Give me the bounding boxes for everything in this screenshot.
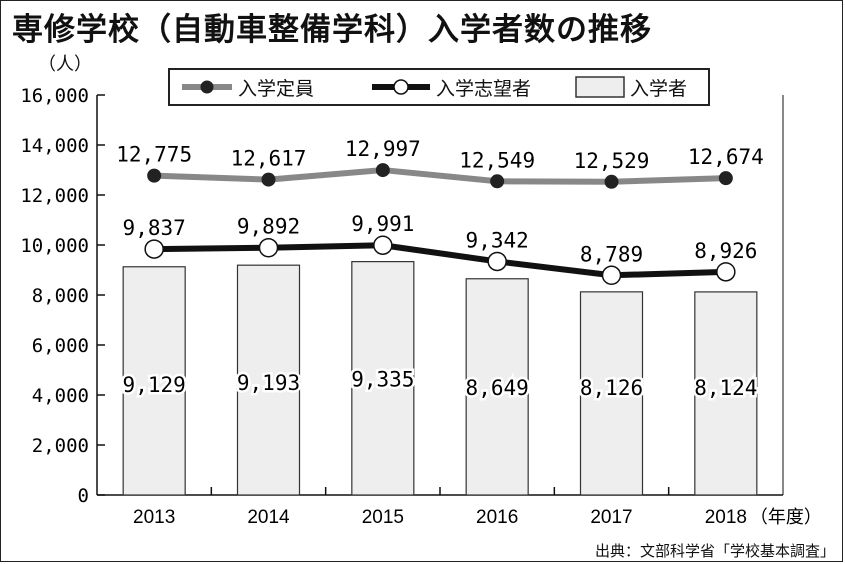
- point-label-applicants: 9,342: [466, 228, 529, 252]
- point-label-applicants: 8,789: [580, 242, 643, 266]
- point-label-capacity: 12,775: [116, 143, 192, 167]
- bar-enrolled: [694, 291, 758, 496]
- bar-value-label: 8,126: [580, 376, 643, 400]
- y-axis-unit-label: （人）: [38, 54, 92, 75]
- x-tick-label: 2015: [362, 507, 404, 528]
- y-tick-label: 0: [78, 485, 89, 507]
- y-tick-label: 10,000: [20, 235, 89, 257]
- point-capacity: [604, 174, 619, 189]
- bar-value-label: 9,335: [351, 368, 414, 392]
- point-applicants: [601, 265, 622, 286]
- line-applicants: [154, 242, 726, 279]
- y-tick-label: 14,000: [20, 135, 89, 157]
- point-capacity: [718, 171, 733, 186]
- bar-value-label: 9,193: [237, 371, 300, 395]
- y-tick-label: 12,000: [20, 185, 89, 207]
- legend-item-enrolled: 入学者: [574, 70, 687, 104]
- legend-capacity-label: 入学定員: [238, 77, 315, 100]
- point-label-applicants: 9,892: [237, 215, 300, 239]
- point-label-capacity: 12,617: [231, 147, 307, 171]
- bar-enrolled: [122, 266, 186, 496]
- legend-item-applicants: 入学志望者: [370, 70, 531, 104]
- x-axis-unit-label: （年度）: [750, 507, 822, 528]
- point-label-capacity: 12,549: [459, 148, 535, 172]
- point-applicants: [144, 239, 164, 259]
- bar-value-label: 9,129: [123, 373, 186, 397]
- point-applicants: [373, 235, 393, 255]
- x-tick-label: 2017: [590, 507, 632, 528]
- y-tick-label: 2,000: [32, 435, 89, 457]
- y-tick-label: 16,000: [20, 85, 89, 107]
- y-tick-label: 6,000: [32, 335, 89, 357]
- legend-applicants-label: 入学志望者: [436, 77, 532, 100]
- point-capacity: [375, 163, 390, 178]
- chart-title: 専修学校（自動車整備学科）入学者数の推移: [12, 12, 652, 48]
- x-tick-label: 2014: [247, 507, 290, 528]
- bar-enrolled: [351, 261, 415, 496]
- point-label-capacity: 12,529: [574, 149, 650, 173]
- legend-capacity-swatch: [182, 80, 232, 94]
- point-label-applicants: 8,926: [694, 239, 757, 263]
- x-tick-label: 2018: [705, 507, 747, 528]
- point-capacity: [261, 172, 276, 187]
- legend: 入学定員 入学志望者 入学者: [168, 68, 710, 106]
- point-capacity: [490, 174, 505, 189]
- legend-applicants-swatch: [372, 79, 430, 95]
- source-note: 出典：文部科学省「学校基本調査」: [594, 542, 835, 560]
- point-applicants: [487, 251, 507, 272]
- point-capacity: [147, 168, 162, 183]
- x-tick-label: 2016: [476, 507, 518, 528]
- legend-enrolled-swatch: [575, 76, 625, 98]
- bar-value-label: 8,649: [466, 376, 529, 400]
- point-label-capacity: 12,674: [688, 145, 764, 169]
- bar-enrolled: [579, 291, 644, 496]
- legend-enrolled-label: 入学者: [630, 77, 688, 100]
- line-capacity: [154, 167, 726, 185]
- x-tick-label: 2013: [133, 507, 175, 528]
- bar-value-label: 8,124: [694, 376, 757, 400]
- bar-enrolled: [465, 278, 529, 496]
- point-applicants: [716, 262, 736, 282]
- point-label-applicants: 9,991: [351, 212, 414, 236]
- point-applicants: [258, 237, 279, 258]
- y-tick-label: 8,000: [32, 285, 89, 307]
- bar-enrolled: [236, 264, 301, 496]
- point-label-applicants: 9,837: [123, 216, 186, 240]
- legend-item-capacity: 入学定員: [180, 70, 314, 104]
- y-tick-label: 4,000: [32, 385, 89, 407]
- point-label-capacity: 12,997: [345, 137, 421, 161]
